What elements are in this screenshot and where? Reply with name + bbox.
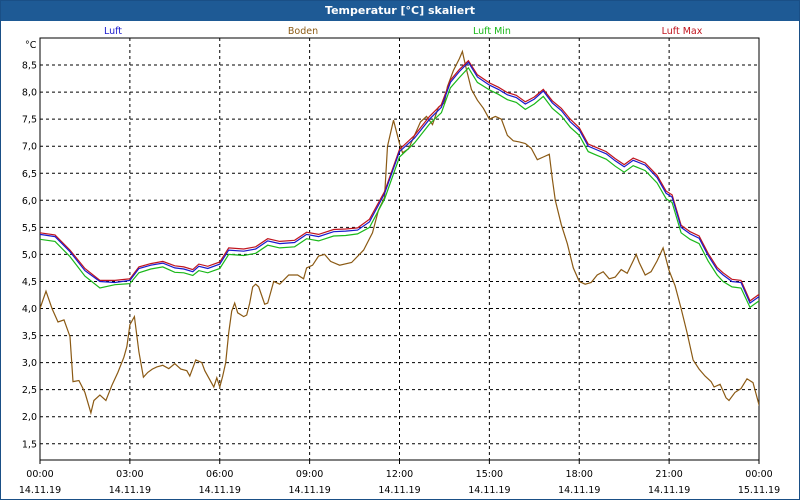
x-tick-date-label: 14.11.19 (468, 485, 510, 496)
x-tick-date-label: 15.11.19 (738, 485, 780, 496)
y-tick-label: 4,5 (22, 277, 37, 288)
y-tick-label: 8,5 (22, 61, 37, 72)
y-tick-label: 7,0 (22, 142, 37, 153)
y-tick-label: 5,0 (22, 250, 37, 261)
y-tick-label: 6,5 (22, 169, 37, 180)
x-tick-date-label: 14.11.19 (558, 485, 600, 496)
y-tick-label: 4,0 (22, 304, 37, 315)
x-tick-date-label: 14.11.19 (288, 485, 330, 496)
y-tick-label: 3,0 (22, 358, 37, 369)
y-tick-label: 2,0 (22, 412, 37, 423)
x-tick-date-label: 14.11.19 (378, 485, 420, 496)
y-tick-label: 2,5 (22, 385, 37, 396)
x-tick-time-label: 00:00 (26, 469, 53, 480)
x-tick-time-label: 09:00 (296, 469, 323, 480)
y-axis-label: °C (25, 40, 37, 51)
plot-area-border (39, 37, 760, 461)
series-line-luft-min (40, 66, 759, 309)
legend-label-luft-min: Luft Min (473, 26, 511, 37)
x-tick-date-label: 14.11.19 (199, 485, 241, 496)
x-tick-date-label: 14.11.19 (648, 485, 690, 496)
y-tick-label: 8,0 (22, 88, 37, 99)
legend-label-boden: Boden (288, 26, 318, 37)
x-tick-date-label: 14.11.19 (109, 485, 151, 496)
y-tick-label: 1,5 (22, 439, 37, 450)
y-tick-label: 6,0 (22, 196, 37, 207)
series-line-luft (40, 61, 759, 305)
x-tick-time-label: 12:00 (386, 469, 413, 480)
x-tick-time-label: 15:00 (476, 469, 503, 480)
x-tick-time-label: 18:00 (566, 469, 593, 480)
chart-title: Temperatur [°C] skaliert (325, 4, 475, 17)
x-tick-date-label: 14.11.19 (19, 485, 61, 496)
series-line-luft-max (40, 59, 759, 302)
x-tick-time-label: 03:00 (116, 469, 143, 480)
series-line-boden (40, 49, 759, 416)
y-tick-label: 7,5 (22, 115, 37, 126)
y-tick-label: 3,5 (22, 331, 37, 342)
x-tick-time-label: 00:00 (745, 469, 772, 480)
y-tick-label: 5,5 (22, 223, 37, 234)
x-tick-time-label: 06:00 (206, 469, 233, 480)
legend-label-luft: Luft (104, 26, 122, 37)
legend-label-luft-max: Luft Max (662, 26, 703, 37)
x-tick-time-label: 21:00 (655, 469, 682, 480)
title-bar: Temperatur [°C] skaliert (1, 1, 799, 21)
